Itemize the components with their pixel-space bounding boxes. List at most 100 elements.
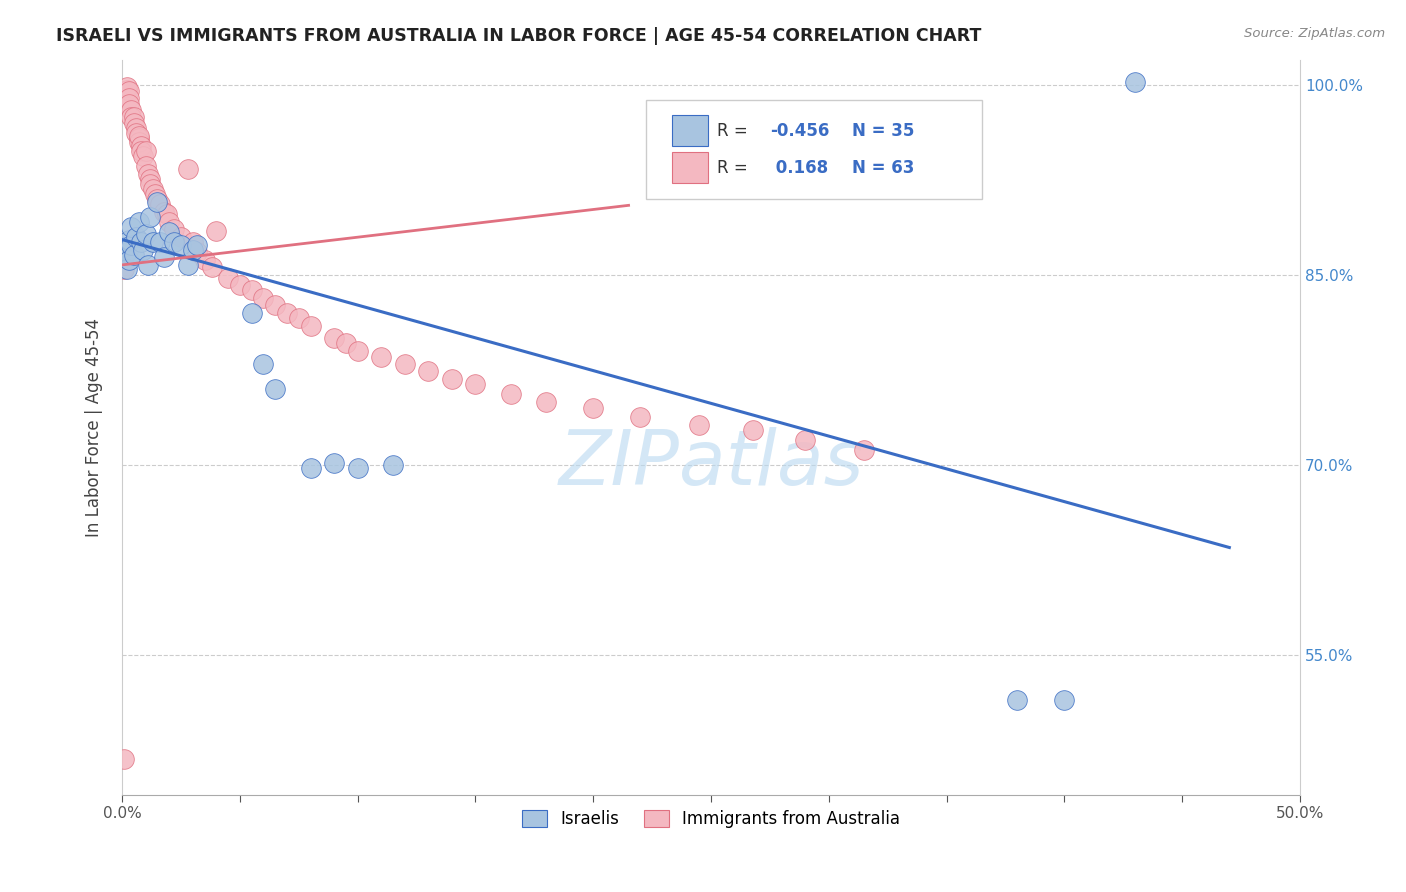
Point [128,131,150,145]
Point [346,344,368,359]
Point [118,90,141,104]
Point [163,235,186,249]
Point [252,291,274,305]
Point [170,237,193,252]
Point [217,270,239,285]
Point [139,210,162,224]
Point [370,351,392,365]
Text: R =: R = [717,159,754,177]
Point [115,83,138,97]
Point [1007,692,1029,706]
Point [440,372,463,386]
Point [121,103,143,118]
Point [112,261,135,276]
Point [205,224,228,238]
Point [121,219,143,234]
Point [323,456,346,470]
Point [135,144,157,158]
Point [382,458,405,472]
Point [323,331,346,345]
Point [464,377,486,392]
FancyBboxPatch shape [647,100,981,199]
Point [129,144,152,158]
Point [794,433,817,447]
Legend: Israelis, Immigrants from Australia: Israelis, Immigrants from Australia [515,804,907,835]
Point [129,235,152,249]
Point [299,460,322,475]
Point [163,222,186,236]
Point [1053,692,1076,706]
Point [122,248,145,262]
Point [139,177,162,191]
Point [299,318,322,333]
Point [181,235,204,249]
Point [129,138,152,153]
Point [193,252,215,267]
Point [628,409,651,424]
Point [853,442,876,457]
Y-axis label: In Labor Force | Age 45-54: In Labor Force | Age 45-54 [86,318,103,537]
Point [335,336,357,351]
Text: R =: R = [717,122,754,140]
Point [346,460,368,475]
Point [118,252,141,267]
Point [122,116,145,130]
Point [186,237,208,252]
Text: -0.456: -0.456 [770,122,830,140]
Point [264,382,287,396]
Point [146,194,169,209]
Point [582,401,605,416]
Point [136,258,159,272]
Point [142,235,165,249]
Point [240,283,263,297]
Point [136,167,159,181]
Point [118,84,141,98]
Point [125,121,148,136]
Point [394,357,416,371]
Text: Source: ZipAtlas.com: Source: ZipAtlas.com [1244,27,1385,40]
Point [534,394,557,409]
Point [177,161,200,176]
Text: 0.168: 0.168 [770,159,828,177]
Point [264,298,287,312]
Point [135,227,157,242]
Point [157,225,180,239]
Point [418,364,440,378]
Point [186,245,208,260]
Point [153,204,176,219]
Point [276,306,298,320]
Point [240,306,263,320]
Point [143,186,166,201]
Point [121,110,143,124]
Point [115,261,138,276]
Text: N = 35: N = 35 [852,122,915,140]
Point [177,258,200,272]
Point [146,192,169,206]
Text: ZIPatlas: ZIPatlas [558,427,863,501]
Point [115,80,138,95]
Point [742,423,765,437]
Point [153,250,176,264]
Point [135,159,157,173]
Point [287,311,309,326]
Point [112,240,135,254]
Point [139,171,162,186]
Point [200,260,222,275]
Point [121,237,143,252]
Point [157,215,180,229]
Point [128,135,150,149]
Point [149,197,172,211]
Point [252,357,274,371]
FancyBboxPatch shape [672,153,707,183]
Point [118,97,141,112]
Point [118,233,141,247]
Point [181,243,204,257]
Point [128,215,150,229]
Point [156,207,179,221]
Text: N = 63: N = 63 [852,159,915,177]
Point [122,110,145,124]
Point [132,243,155,257]
Point [149,235,172,249]
Point [688,417,710,432]
Point [112,752,135,766]
